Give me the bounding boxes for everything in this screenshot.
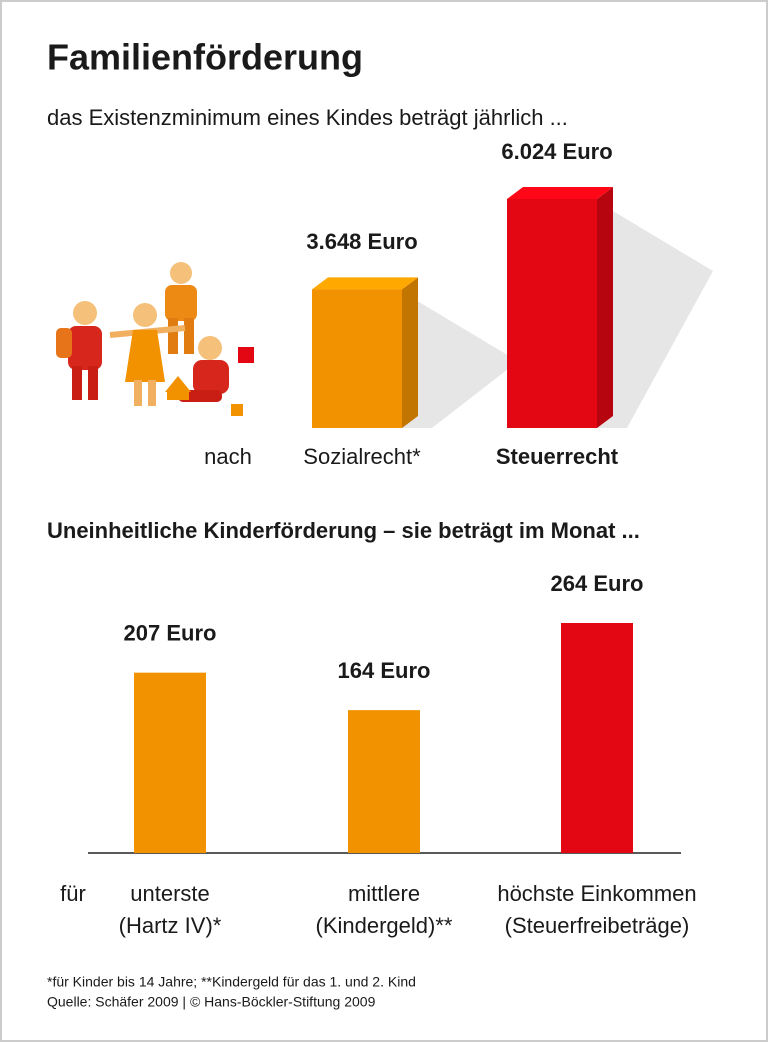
- footnote: *für Kinder bis 14 Jahre; **Kindergeld f…: [47, 974, 416, 990]
- value-label: 264 Euro: [551, 571, 644, 596]
- x-tick-label: Sozialrecht*: [303, 444, 421, 469]
- bar-side: [597, 187, 613, 428]
- bar: [561, 623, 633, 853]
- value-label: 164 Euro: [338, 658, 431, 683]
- value-label: 6.024 Euro: [501, 139, 612, 164]
- x-tick-label: (Hartz IV)*: [119, 913, 222, 938]
- page-title: Familienförderung: [47, 37, 363, 78]
- chart-title: Uneinheitliche Kinderförderung – sie bet…: [47, 518, 640, 543]
- x-tick-label: unterste: [130, 881, 210, 906]
- chart-subtitle: das Existenzminimum eines Kindes beträgt…: [47, 105, 568, 130]
- x-tick-label: mittlere: [348, 881, 420, 906]
- bar: [312, 289, 402, 428]
- bar-side: [402, 277, 418, 428]
- category-prefix: für: [60, 881, 86, 906]
- category-prefix: nach: [204, 444, 252, 469]
- bar: [134, 672, 206, 853]
- bar-top: [507, 187, 613, 199]
- x-tick-label: Steuerrecht: [496, 444, 619, 469]
- x-tick-label: höchste Einkommen: [497, 881, 696, 906]
- x-tick-label: (Kindergeld)**: [316, 913, 453, 938]
- bar-top: [312, 277, 418, 290]
- bar-shadow: [597, 211, 713, 428]
- bar-shadow: [402, 301, 518, 428]
- x-tick-label: (Steuerfreibeträge): [505, 913, 690, 938]
- value-label: 207 Euro: [124, 620, 217, 645]
- family-illustration: [56, 262, 254, 416]
- source: Quelle: Schäfer 2009 | © Hans-Böckler-St…: [47, 994, 376, 1010]
- bar: [507, 199, 597, 428]
- bar: [348, 710, 420, 853]
- value-label: 3.648 Euro: [306, 229, 417, 254]
